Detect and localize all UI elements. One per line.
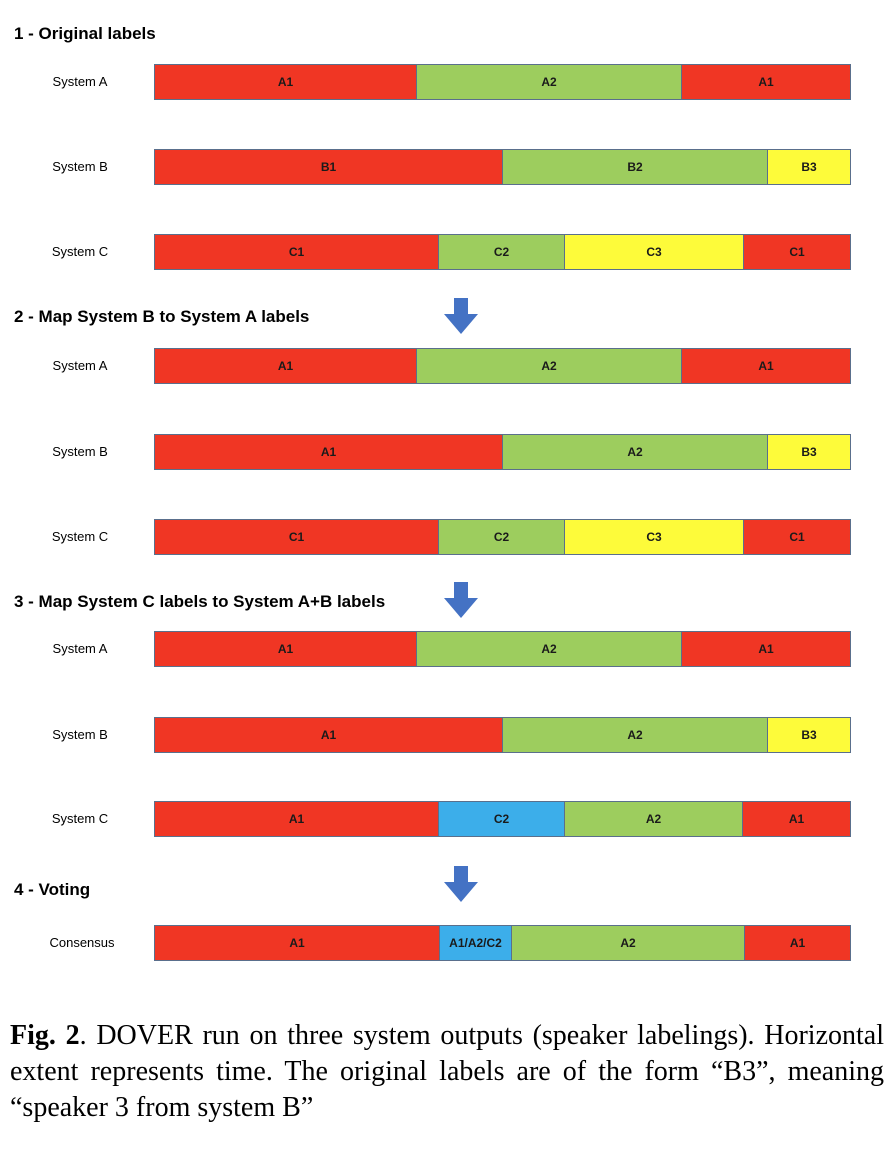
timeline-bar: C1 C2 C3 C1: [154, 234, 851, 270]
segment-a2: A2: [417, 348, 682, 384]
segment-c2: C2: [439, 519, 565, 555]
figure-caption: Fig. 2. DOVER run on three system output…: [10, 1018, 884, 1126]
row-label: Consensus: [49, 935, 115, 950]
segment-c1: C1: [744, 234, 851, 270]
timeline-bar: A1 A2 B3: [154, 434, 851, 470]
segment-a2: A2: [503, 717, 768, 753]
segment-c1: C1: [154, 519, 439, 555]
row-label: System C: [51, 811, 109, 826]
segment-a1: A1: [154, 631, 417, 667]
segment-a1: A1: [682, 64, 851, 100]
timeline-bar: A1 A1/A2/C2 A2 A1: [154, 925, 851, 961]
down-arrow-icon: [444, 298, 478, 334]
row-label: System B: [52, 159, 108, 174]
segment-a1: A1: [154, 64, 417, 100]
arrow-shape: [444, 582, 478, 618]
row-label: System B: [52, 727, 108, 742]
segment-a2: A2: [417, 631, 682, 667]
segment-c1: C1: [744, 519, 851, 555]
row-label: System C: [51, 529, 109, 544]
row-label: System A: [52, 74, 108, 89]
timeline-bar: A1 A2 A1: [154, 631, 851, 667]
section-title-original-labels: 1 - Original labels: [14, 24, 156, 43]
arrow-shape: [444, 298, 478, 334]
section-title-map-c-to-ab: 3 - Map System C labels to System A+B la…: [14, 592, 386, 611]
segment-b1: B1: [154, 149, 503, 185]
timeline-bar: B1 B2 B3: [154, 149, 851, 185]
segment-b3: B3: [768, 149, 851, 185]
timeline-bar: A1 A2 B3: [154, 717, 851, 753]
timeline-bar: A1 A2 A1: [154, 64, 851, 100]
segment-a1: A1: [154, 925, 440, 961]
segment-b3: B3: [768, 434, 851, 470]
segment-a2: A2: [565, 801, 743, 837]
segment-a1: A1: [682, 631, 851, 667]
segment-a1-a2-c2: A1/A2/C2: [440, 925, 512, 961]
segment-a1: A1: [154, 434, 503, 470]
segment-a1: A1: [154, 717, 503, 753]
segment-c1: C1: [154, 234, 439, 270]
segment-c3: C3: [565, 234, 744, 270]
section-title-voting: 4 - Voting: [14, 880, 91, 899]
segment-a2: A2: [512, 925, 745, 961]
segment-a1: A1: [745, 925, 851, 961]
row-label: System A: [52, 358, 108, 373]
segment-c2: C2: [439, 801, 565, 837]
segment-b2: B2: [503, 149, 768, 185]
down-arrow-icon: [444, 866, 478, 902]
segment-c3: C3: [565, 519, 744, 555]
figure-number: Fig. 2: [10, 1020, 80, 1051]
row-label: System B: [52, 444, 108, 459]
segment-a1: A1: [743, 801, 851, 837]
segment-a2: A2: [417, 64, 682, 100]
segment-a1: A1: [154, 801, 439, 837]
row-label: System C: [51, 244, 109, 259]
down-arrow-icon: [444, 582, 478, 618]
timeline-bar: A1 A2 A1: [154, 348, 851, 384]
segment-c2: C2: [439, 234, 565, 270]
timeline-bar: C1 C2 C3 C1: [154, 519, 851, 555]
caption-text: . DOVER run on three system outputs (spe…: [10, 1020, 884, 1123]
segment-a1: A1: [682, 348, 851, 384]
segment-b3: B3: [768, 717, 851, 753]
segment-a1: A1: [154, 348, 417, 384]
section-title-map-b-to-a: 2 - Map System B to System A labels: [14, 307, 310, 326]
arrow-shape: [444, 866, 478, 902]
timeline-bar: A1 C2 A2 A1: [154, 801, 851, 837]
row-label: System A: [52, 641, 108, 656]
segment-a2: A2: [503, 434, 768, 470]
